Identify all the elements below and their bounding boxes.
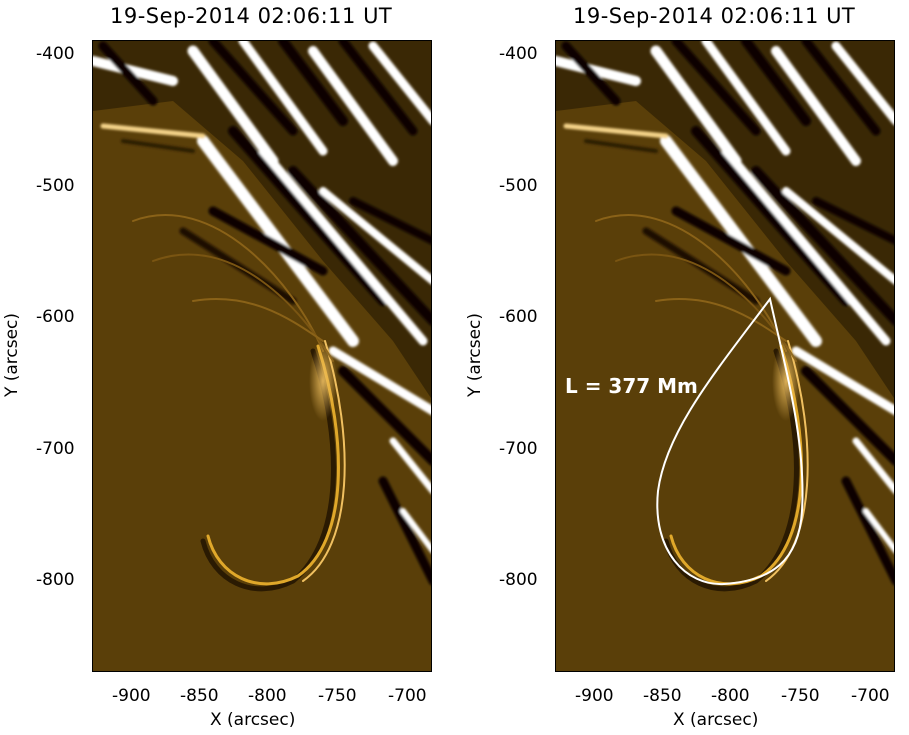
y-tick: -500 bbox=[36, 176, 75, 196]
y-axis-label: Y (arcsec) bbox=[465, 312, 486, 398]
x-tick: -700 bbox=[851, 686, 890, 706]
y-tick: -400 bbox=[36, 44, 75, 64]
x-tick: -900 bbox=[575, 686, 614, 706]
y-tick: -700 bbox=[499, 439, 538, 459]
panel-title: 19-Sep-2014 02:06:11 UT bbox=[573, 4, 856, 28]
y-tick: -600 bbox=[36, 307, 75, 327]
left-panel: 19-Sep-2014 02:06:11 UT bbox=[0, 0, 450, 735]
panel-title: 19-Sep-2014 02:06:11 UT bbox=[110, 4, 393, 28]
x-tick: -900 bbox=[112, 686, 151, 706]
y-tick: -700 bbox=[36, 439, 75, 459]
loop-outline bbox=[656, 296, 804, 586]
solar-texture bbox=[556, 41, 894, 671]
x-tick: -750 bbox=[318, 686, 357, 706]
x-tick: -850 bbox=[180, 686, 219, 706]
loop-length-label: L = 377 Mm bbox=[565, 374, 698, 398]
x-tick: -850 bbox=[643, 686, 682, 706]
right-panel: 19-Sep-2014 02:06:11 UT bbox=[463, 0, 909, 735]
y-axis-label: Y (arcsec) bbox=[2, 312, 23, 398]
x-tick: -700 bbox=[388, 686, 427, 706]
x-tick: -750 bbox=[781, 686, 820, 706]
y-tick: -800 bbox=[36, 570, 75, 590]
x-tick: -800 bbox=[711, 686, 750, 706]
x-axis-label: X (arcsec) bbox=[673, 710, 759, 730]
solar-image bbox=[555, 40, 895, 672]
solar-image bbox=[92, 40, 432, 672]
solar-texture bbox=[93, 41, 431, 671]
y-tick: -800 bbox=[499, 570, 538, 590]
y-tick: -600 bbox=[499, 307, 538, 327]
y-tick: -500 bbox=[499, 176, 538, 196]
y-tick: -400 bbox=[499, 44, 538, 64]
x-axis-label: X (arcsec) bbox=[210, 710, 296, 730]
x-tick: -800 bbox=[248, 686, 287, 706]
